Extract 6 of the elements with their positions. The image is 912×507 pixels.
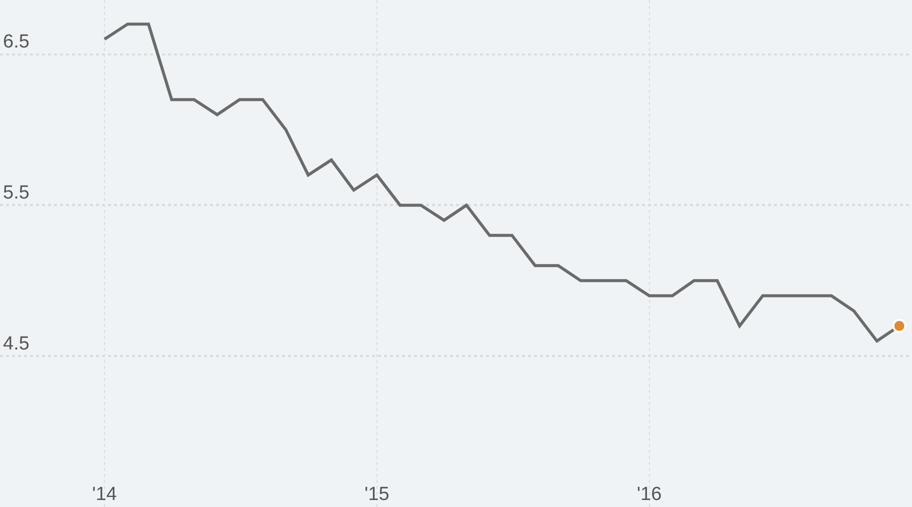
x-tick-label: '16	[636, 484, 662, 506]
x-tick-label: '14	[92, 484, 118, 506]
y-tick-label: 5.5	[3, 182, 30, 204]
y-tick-label: 6.5	[3, 32, 30, 53]
y-tick-label: 4.5	[3, 333, 30, 354]
x-tick-label: '15	[364, 484, 390, 506]
